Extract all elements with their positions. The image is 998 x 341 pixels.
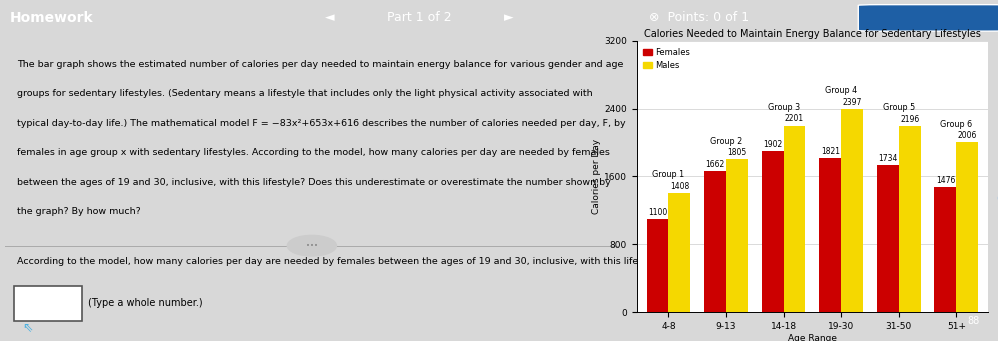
Bar <box>761 151 783 312</box>
X-axis label: Age Range: Age Range <box>787 333 837 341</box>
Text: Group 4: Group 4 <box>825 86 857 95</box>
Bar <box>899 126 920 312</box>
Text: Part 1 of 2: Part 1 of 2 <box>387 11 451 25</box>
Title: Calories Needed to Maintain Energy Balance for Sedentary Lifestyles: Calories Needed to Maintain Energy Balan… <box>644 29 981 39</box>
Text: Group 5: Group 5 <box>882 103 915 113</box>
Text: 1662: 1662 <box>706 160 725 169</box>
Text: ⇖: ⇖ <box>22 321 33 334</box>
Text: 1734: 1734 <box>878 154 897 163</box>
Text: (Type a whole number.): (Type a whole number.) <box>88 298 203 308</box>
Text: 1821: 1821 <box>820 147 839 155</box>
Text: the graph? By how much?: the graph? By how much? <box>17 207 141 216</box>
Text: According to the model, how many calories per day are needed by females between : According to the model, how many calorie… <box>17 257 667 266</box>
Text: ⊗  Points: 0 of 1: ⊗ Points: 0 of 1 <box>649 11 748 25</box>
Text: Homework: Homework <box>10 11 94 25</box>
Bar <box>726 159 748 312</box>
Bar <box>877 165 899 312</box>
Text: 2006: 2006 <box>958 131 977 140</box>
Text: 1476: 1476 <box>936 176 955 185</box>
Text: groups for sedentary lifestyles. (Sedentary means a lifestyle that includes only: groups for sedentary lifestyles. (Sedent… <box>17 89 593 98</box>
Text: ◄: ◄ <box>324 11 334 25</box>
Y-axis label: Calories per Day: Calories per Day <box>592 139 601 214</box>
FancyBboxPatch shape <box>858 5 998 31</box>
Text: •••: ••• <box>305 243 318 249</box>
Text: females in age group x with sedentary lifestyles. According to the model, how ma: females in age group x with sedentary li… <box>17 148 610 157</box>
Bar <box>934 187 956 312</box>
Bar <box>819 158 841 312</box>
Bar <box>783 125 805 312</box>
Text: Group 6: Group 6 <box>940 119 972 129</box>
FancyBboxPatch shape <box>14 285 82 321</box>
Text: 88: 88 <box>967 315 979 326</box>
Text: 1902: 1902 <box>763 140 782 149</box>
Text: typical day-to-day life.) The mathematical model F = −83x²+653x+616 describes th: typical day-to-day life.) The mathematic… <box>17 119 626 128</box>
Text: 1408: 1408 <box>670 182 689 191</box>
Bar <box>841 109 863 312</box>
Ellipse shape <box>287 235 336 256</box>
Text: The bar graph shows the estimated number of calories per day needed to maintain : The bar graph shows the estimated number… <box>17 60 624 69</box>
Text: 1805: 1805 <box>728 148 747 157</box>
Bar <box>647 219 669 312</box>
Text: Group 2: Group 2 <box>710 136 743 146</box>
Text: Group 1: Group 1 <box>653 170 685 179</box>
Bar <box>669 193 691 312</box>
Legend: Females, Males: Females, Males <box>641 45 693 72</box>
Text: 2196: 2196 <box>900 115 919 124</box>
Text: Group 3: Group 3 <box>767 103 799 112</box>
Text: 1902: 1902 <box>32 297 64 310</box>
Text: 2397: 2397 <box>842 98 862 107</box>
Text: 2201: 2201 <box>785 115 804 123</box>
Text: ►: ► <box>504 11 514 25</box>
Bar <box>705 171 726 312</box>
Text: 1100: 1100 <box>648 208 667 217</box>
Bar <box>956 142 978 312</box>
Text: between the ages of 19 and 30, inclusive, with this lifestyle? Does this underes: between the ages of 19 and 30, inclusive… <box>17 178 611 187</box>
